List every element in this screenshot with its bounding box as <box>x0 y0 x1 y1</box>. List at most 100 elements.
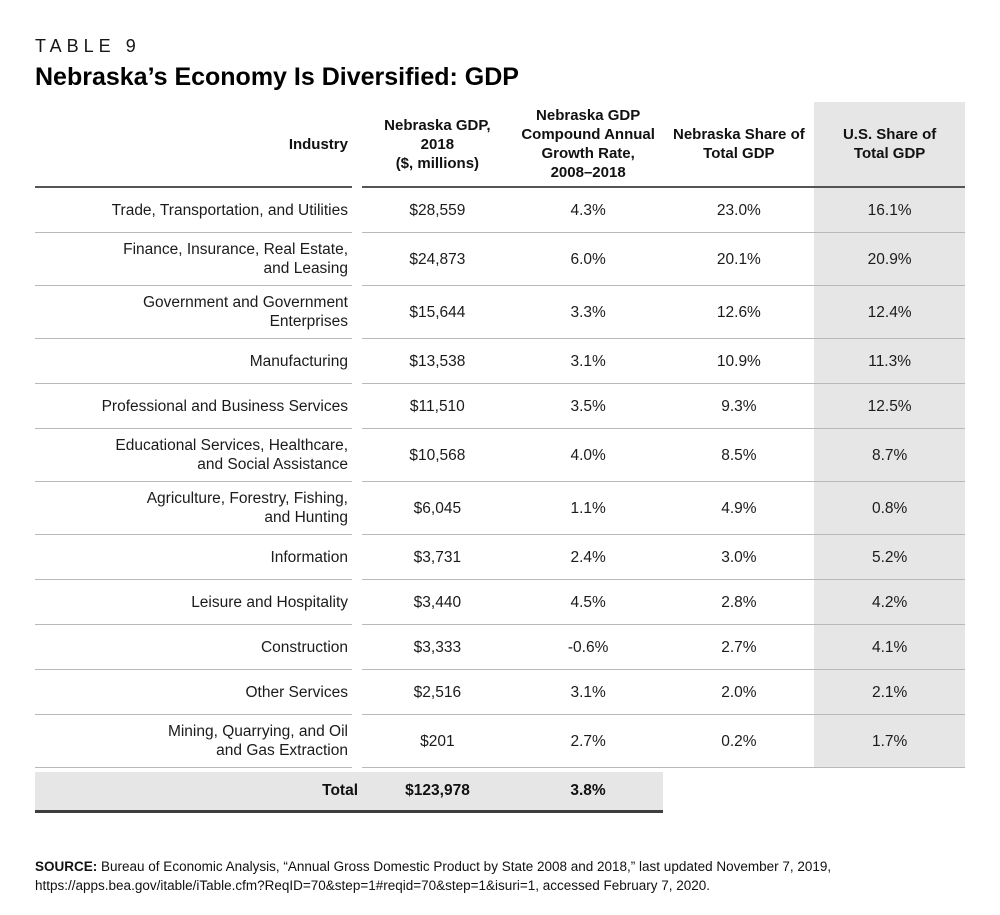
column-gap <box>352 670 362 715</box>
total-gdp-value: $123,978 <box>405 782 470 799</box>
gdp-2018-cell: $28,559 <box>409 201 466 219</box>
gdp-2018-cell: $2,516 <box>413 683 462 701</box>
cagr-cell: 3.1% <box>570 683 606 701</box>
column-header-nebraska-share: Nebraska Share of Total GDP <box>673 126 805 162</box>
source-text: Bureau of Economic Analysis, “Annual Gro… <box>35 859 832 893</box>
us-share-cell: 12.4% <box>814 286 965 338</box>
row-data-columns: $13,538 3.1% 10.9% 11.3% <box>362 339 965 384</box>
gdp-2018-cell: $15,644 <box>409 303 466 321</box>
cagr-cell: 2.4% <box>570 548 606 566</box>
source-label: SOURCE: <box>35 859 98 874</box>
us-share-cell: 12.5% <box>814 384 965 428</box>
cagr-cell: 2.7% <box>570 732 606 750</box>
nebraska-share-cell: 2.8% <box>721 593 757 611</box>
table-row: Mining, Quarrying, and Oil and Gas Extra… <box>35 715 965 768</box>
row-data-columns: $15,644 3.3% 12.6% 12.4% <box>362 286 965 339</box>
table-body: Trade, Transportation, and Utilities $28… <box>35 188 965 768</box>
column-gap <box>352 384 362 429</box>
table-row: Information $3,731 2.4% 3.0% 5.2% <box>35 535 965 580</box>
nebraska-share-cell: 0.2% <box>721 732 757 750</box>
industry-cell: Information <box>35 535 352 580</box>
gdp-2018-cell: $3,731 <box>413 548 462 566</box>
nebraska-share-cell: 2.0% <box>721 683 757 701</box>
column-gap <box>352 429 362 482</box>
us-share-cell: 4.2% <box>814 580 965 624</box>
industry-cell: Government and Government Enterprises <box>35 286 352 339</box>
row-data-columns: $6,045 1.1% 4.9% 0.8% <box>362 482 965 535</box>
industry-cell: Leisure and Hospitality <box>35 580 352 625</box>
industry-cell: Trade, Transportation, and Utilities <box>35 188 352 233</box>
gdp-2018-cell: $11,510 <box>409 397 465 415</box>
row-data-columns: $2,516 3.1% 2.0% 2.1% <box>362 670 965 715</box>
gdp-2018-cell: $13,538 <box>409 352 466 370</box>
cagr-cell: 3.5% <box>570 397 606 415</box>
column-gap <box>352 188 362 233</box>
industry-cell: Other Services <box>35 670 352 715</box>
industry-cell: Educational Services, Healthcare, and So… <box>35 429 352 482</box>
row-data-columns: $10,568 4.0% 8.5% 8.7% <box>362 429 965 482</box>
us-share-cell: 5.2% <box>814 535 965 579</box>
industry-cell: Mining, Quarrying, and Oil and Gas Extra… <box>35 715 352 768</box>
row-data-columns: $3,440 4.5% 2.8% 4.2% <box>362 580 965 625</box>
table-row: Manufacturing $13,538 3.1% 10.9% 11.3% <box>35 339 965 384</box>
row-data-columns: $3,731 2.4% 3.0% 5.2% <box>362 535 965 580</box>
column-gap <box>352 625 362 670</box>
header-data-columns: Nebraska GDP, 2018 ($, millions) Nebrask… <box>362 102 965 188</box>
us-share-cell: 16.1% <box>814 188 965 232</box>
table-row: Agriculture, Forestry, Fishing, and Hunt… <box>35 482 965 535</box>
nebraska-share-cell: 3.0% <box>721 548 757 566</box>
column-gap <box>352 233 362 286</box>
column-header-us-share: U.S. Share of Total GDP <box>814 102 965 186</box>
table-label: TABLE 9 <box>35 36 141 56</box>
gdp-2018-cell: $3,333 <box>413 638 462 656</box>
cagr-cell: 1.1% <box>570 499 606 517</box>
nebraska-share-cell: 23.0% <box>716 201 761 219</box>
industry-cell: Professional and Business Services <box>35 384 352 429</box>
column-header-nebraska-gdp-2018: Nebraska GDP, 2018 ($, millions) <box>384 116 491 172</box>
column-gap <box>352 102 362 188</box>
table-row: Professional and Business Services $11,5… <box>35 384 965 429</box>
cagr-cell: 3.1% <box>570 352 606 370</box>
us-share-cell: 0.8% <box>814 482 965 534</box>
table-header-row: Industry Nebraska GDP, 2018 ($, millions… <box>35 102 965 188</box>
column-header-growth-rate: Nebraska GDP Compound Annual Growth Rate… <box>521 107 655 181</box>
us-share-cell: 1.7% <box>814 715 965 767</box>
cagr-cell: 6.0% <box>570 250 606 268</box>
table-row: Leisure and Hospitality $3,440 4.5% 2.8%… <box>35 580 965 625</box>
table-row: Construction $3,333 -0.6% 2.7% 4.1% <box>35 625 965 670</box>
column-gap <box>352 715 362 768</box>
column-gap <box>352 286 362 339</box>
cagr-cell: 3.3% <box>570 303 606 321</box>
gdp-2018-cell: $3,440 <box>413 593 462 611</box>
cagr-cell: 4.3% <box>570 201 606 219</box>
nebraska-share-cell: 2.7% <box>721 638 757 656</box>
source-note: SOURCE: Bureau of Economic Analysis, “An… <box>35 857 907 895</box>
nebraska-share-cell: 8.5% <box>721 446 757 464</box>
us-share-cell: 11.3% <box>814 339 965 383</box>
row-data-columns: $3,333 -0.6% 2.7% 4.1% <box>362 625 965 670</box>
column-gap <box>352 339 362 384</box>
nebraska-share-cell: 10.9% <box>716 352 761 370</box>
column-gap <box>352 482 362 535</box>
gdp-2018-cell: $10,568 <box>409 446 466 464</box>
gdp-table: Industry Nebraska GDP, 2018 ($, millions… <box>35 102 965 813</box>
page-title: Nebraska’s Economy Is Diversified: GDP <box>35 63 519 91</box>
cagr-cell: -0.6% <box>567 638 609 656</box>
us-share-cell: 8.7% <box>814 429 965 481</box>
row-data-columns: $11,510 3.5% 9.3% 12.5% <box>362 384 965 429</box>
nebraska-share-cell: 20.1% <box>716 250 761 268</box>
industry-cell: Finance, Insurance, Real Estate, and Lea… <box>35 233 352 286</box>
industry-cell: Agriculture, Forestry, Fishing, and Hunt… <box>35 482 352 535</box>
industry-cell: Construction <box>35 625 352 670</box>
column-header-industry: Industry <box>35 102 352 188</box>
us-share-cell: 4.1% <box>814 625 965 669</box>
industry-cell: Manufacturing <box>35 339 352 384</box>
total-row: Total $123,978 3.8% <box>35 772 663 813</box>
us-share-cell: 2.1% <box>814 670 965 714</box>
nebraska-share-cell: 12.6% <box>716 303 761 321</box>
table-row: Finance, Insurance, Real Estate, and Lea… <box>35 233 965 286</box>
nebraska-share-cell: 4.9% <box>721 499 757 517</box>
cagr-cell: 4.0% <box>570 446 606 464</box>
gdp-2018-cell: $201 <box>420 732 455 750</box>
